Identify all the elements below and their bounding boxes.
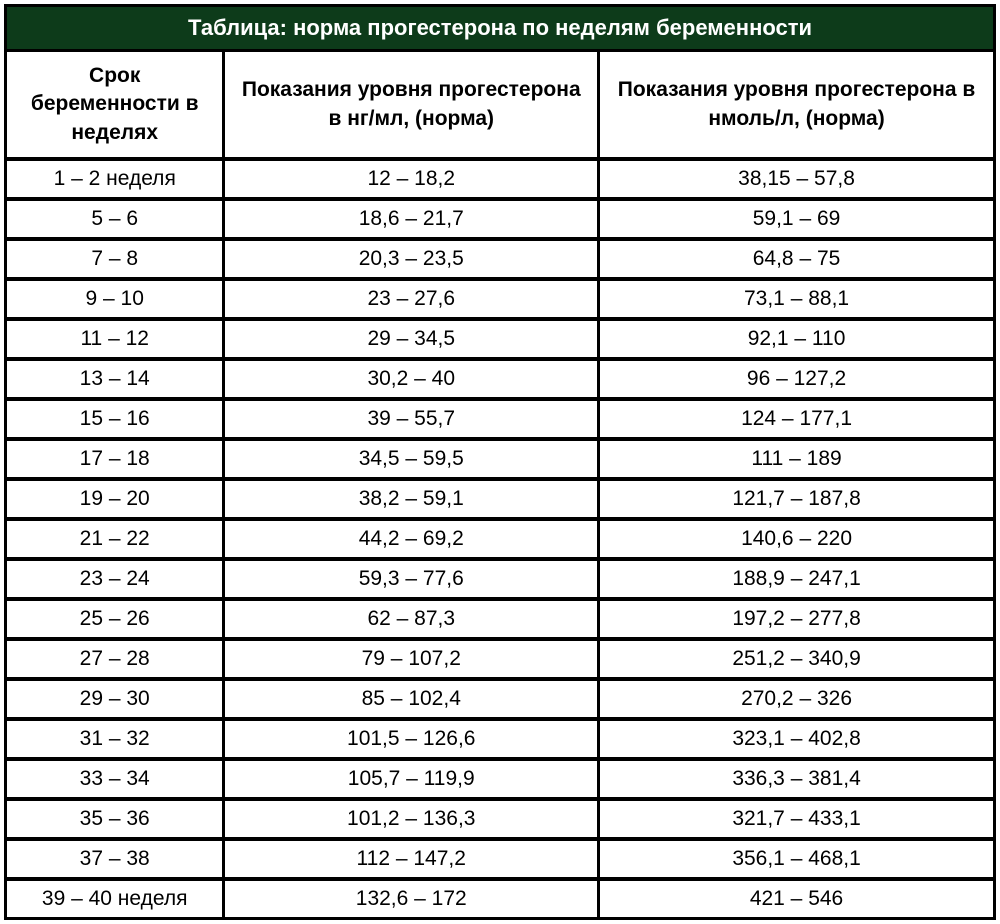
table-cell: 21 – 22 xyxy=(7,519,224,559)
table-cell: 23 – 24 xyxy=(7,559,224,599)
table-row: 29 – 3085 – 102,4270,2 – 326 xyxy=(7,679,993,719)
table-cell: 85 – 102,4 xyxy=(224,679,599,719)
table-cell: 356,1 – 468,1 xyxy=(599,839,993,879)
table-cell: 37 – 38 xyxy=(7,839,224,879)
progesterone-table: Срок беременности в неделях Показания ур… xyxy=(7,52,993,917)
table-cell: 13 – 14 xyxy=(7,359,224,399)
table-cell: 17 – 18 xyxy=(7,439,224,479)
table-cell: 44,2 – 69,2 xyxy=(224,519,599,559)
table-cell: 188,9 – 247,1 xyxy=(599,559,993,599)
table-cell: 12 – 18,2 xyxy=(224,159,599,199)
table-row: 11 – 1229 – 34,592,1 – 110 xyxy=(7,319,993,359)
table-row: 37 – 38112 – 147,2356,1 – 468,1 xyxy=(7,839,993,879)
table-row: 17 – 1834,5 – 59,5111 – 189 xyxy=(7,439,993,479)
table-cell: 336,3 – 381,4 xyxy=(599,759,993,799)
table-row: 25 – 2662 – 87,3197,2 – 277,8 xyxy=(7,599,993,639)
table-cell: 23 – 27,6 xyxy=(224,279,599,319)
table-row: 15 – 1639 – 55,7124 – 177,1 xyxy=(7,399,993,439)
table-cell: 25 – 26 xyxy=(7,599,224,639)
table-cell: 124 – 177,1 xyxy=(599,399,993,439)
table-row: 7 – 820,3 – 23,564,8 – 75 xyxy=(7,239,993,279)
table-cell: 79 – 107,2 xyxy=(224,639,599,679)
table-cell: 251,2 – 340,9 xyxy=(599,639,993,679)
table-row: 21 – 2244,2 – 69,2140,6 – 220 xyxy=(7,519,993,559)
table-cell: 140,6 – 220 xyxy=(599,519,993,559)
table-cell: 29 – 30 xyxy=(7,679,224,719)
table-cell: 62 – 87,3 xyxy=(224,599,599,639)
table-cell: 112 – 147,2 xyxy=(224,839,599,879)
col-header-nmoll: Показания уровня прогестерона в нмоль/л,… xyxy=(599,52,993,159)
table-cell: 197,2 – 277,8 xyxy=(599,599,993,639)
col-header-weeks: Срок беременности в неделях xyxy=(7,52,224,159)
table-cell: 38,2 – 59,1 xyxy=(224,479,599,519)
table-cell: 96 – 127,2 xyxy=(599,359,993,399)
table-row: 9 – 1023 – 27,673,1 – 88,1 xyxy=(7,279,993,319)
progesterone-table-container: Таблица: норма прогестерона по неделям б… xyxy=(4,4,996,920)
table-cell: 59,1 – 69 xyxy=(599,199,993,239)
table-row: 19 – 2038,2 – 59,1121,7 – 187,8 xyxy=(7,479,993,519)
table-cell: 9 – 10 xyxy=(7,279,224,319)
table-cell: 105,7 – 119,9 xyxy=(224,759,599,799)
table-cell: 73,1 – 88,1 xyxy=(599,279,993,319)
table-row: 35 – 36101,2 – 136,3321,7 – 433,1 xyxy=(7,799,993,839)
table-row: 23 – 2459,3 – 77,6188,9 – 247,1 xyxy=(7,559,993,599)
table-cell: 27 – 28 xyxy=(7,639,224,679)
table-cell: 101,5 – 126,6 xyxy=(224,719,599,759)
table-cell: 20,3 – 23,5 xyxy=(224,239,599,279)
table-cell: 92,1 – 110 xyxy=(599,319,993,359)
table-cell: 111 – 189 xyxy=(599,439,993,479)
table-cell: 29 – 34,5 xyxy=(224,319,599,359)
table-cell: 121,7 – 187,8 xyxy=(599,479,993,519)
table-cell: 321,7 – 433,1 xyxy=(599,799,993,839)
table-cell: 35 – 36 xyxy=(7,799,224,839)
table-cell: 323,1 – 402,8 xyxy=(599,719,993,759)
table-header-row: Срок беременности в неделях Показания ур… xyxy=(7,52,993,159)
table-cell: 34,5 – 59,5 xyxy=(224,439,599,479)
table-cell: 101,2 – 136,3 xyxy=(224,799,599,839)
table-cell: 421 – 546 xyxy=(599,879,993,917)
table-cell: 132,6 – 172 xyxy=(224,879,599,917)
table-cell: 64,8 – 75 xyxy=(599,239,993,279)
table-cell: 15 – 16 xyxy=(7,399,224,439)
table-cell: 31 – 32 xyxy=(7,719,224,759)
table-cell: 39 – 55,7 xyxy=(224,399,599,439)
table-header: Срок беременности в неделях Показания ур… xyxy=(7,52,993,159)
table-cell: 39 – 40 неделя xyxy=(7,879,224,917)
table-row: 27 – 2879 – 107,2251,2 – 340,9 xyxy=(7,639,993,679)
table-row: 1 – 2 неделя12 – 18,238,15 – 57,8 xyxy=(7,159,993,199)
table-cell: 33 – 34 xyxy=(7,759,224,799)
table-row: 39 – 40 неделя132,6 – 172421 – 546 xyxy=(7,879,993,917)
table-cell: 19 – 20 xyxy=(7,479,224,519)
table-title: Таблица: норма прогестерона по неделям б… xyxy=(7,7,993,52)
table-cell: 59,3 – 77,6 xyxy=(224,559,599,599)
col-header-ngml: Показания уровня прогестерона в нг/мл, (… xyxy=(224,52,599,159)
table-cell: 270,2 – 326 xyxy=(599,679,993,719)
table-cell: 1 – 2 неделя xyxy=(7,159,224,199)
table-cell: 30,2 – 40 xyxy=(224,359,599,399)
table-cell: 11 – 12 xyxy=(7,319,224,359)
table-cell: 5 – 6 xyxy=(7,199,224,239)
table-cell: 38,15 – 57,8 xyxy=(599,159,993,199)
table-cell: 18,6 – 21,7 xyxy=(224,199,599,239)
table-row: 13 – 1430,2 – 4096 – 127,2 xyxy=(7,359,993,399)
table-row: 33 – 34105,7 – 119,9336,3 – 381,4 xyxy=(7,759,993,799)
table-body: 1 – 2 неделя12 – 18,238,15 – 57,85 – 618… xyxy=(7,159,993,917)
table-row: 5 – 618,6 – 21,759,1 – 69 xyxy=(7,199,993,239)
table-cell: 7 – 8 xyxy=(7,239,224,279)
table-row: 31 – 32101,5 – 126,6323,1 – 402,8 xyxy=(7,719,993,759)
